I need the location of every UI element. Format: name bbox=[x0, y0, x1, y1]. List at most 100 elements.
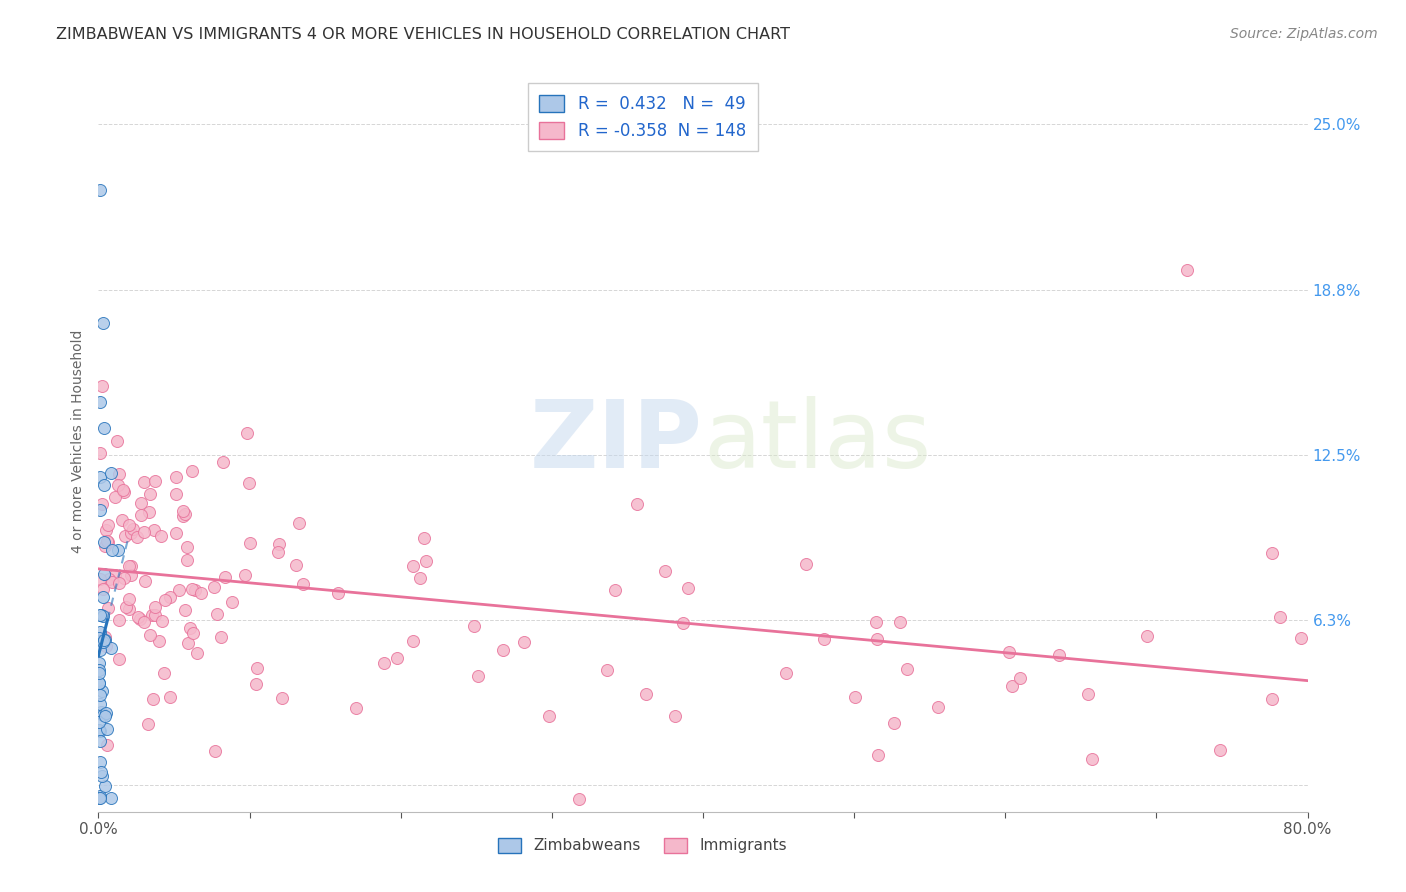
Point bbox=[89, 642, 111, 657]
Point bbox=[537, 709, 560, 723]
Point bbox=[654, 564, 676, 578]
Point bbox=[165, 525, 187, 540]
Point bbox=[97, 601, 120, 615]
Point bbox=[165, 469, 187, 483]
Point bbox=[868, 748, 890, 763]
Point bbox=[284, 558, 307, 572]
Point bbox=[181, 464, 204, 478]
Point bbox=[101, 543, 124, 558]
Point bbox=[118, 602, 141, 616]
Point bbox=[89, 470, 111, 484]
Point bbox=[204, 744, 226, 758]
Point bbox=[402, 559, 425, 574]
Point bbox=[89, 445, 111, 459]
Point bbox=[89, 697, 111, 711]
Point bbox=[415, 554, 437, 568]
Point bbox=[889, 615, 911, 630]
Point bbox=[1080, 752, 1102, 766]
Point bbox=[108, 467, 131, 481]
Point bbox=[127, 609, 149, 624]
Point bbox=[136, 717, 159, 731]
Point bbox=[89, 663, 111, 677]
Point bbox=[93, 421, 115, 435]
Point bbox=[129, 508, 152, 522]
Point bbox=[89, 572, 111, 586]
Point bbox=[90, 705, 112, 719]
Point bbox=[402, 634, 425, 648]
Point bbox=[866, 632, 889, 647]
Point bbox=[1260, 692, 1282, 706]
Point bbox=[205, 607, 228, 622]
Point bbox=[636, 687, 658, 701]
Point bbox=[89, 733, 111, 747]
Text: Source: ZipAtlas.com: Source: ZipAtlas.com bbox=[1230, 27, 1378, 41]
Point bbox=[89, 183, 111, 197]
Point bbox=[129, 496, 152, 510]
Point bbox=[139, 487, 162, 501]
Point bbox=[844, 690, 866, 705]
Point bbox=[112, 570, 135, 584]
Point bbox=[152, 666, 174, 681]
Point bbox=[150, 529, 173, 543]
Point bbox=[596, 663, 619, 677]
Point bbox=[373, 656, 395, 670]
Point bbox=[287, 516, 309, 530]
Point bbox=[89, 633, 111, 648]
Point bbox=[385, 651, 408, 665]
Point bbox=[143, 608, 166, 623]
Point bbox=[672, 615, 695, 630]
Point bbox=[90, 765, 112, 780]
Point bbox=[129, 612, 152, 626]
Point bbox=[927, 700, 949, 714]
Text: ZIP: ZIP bbox=[530, 395, 703, 488]
Point bbox=[1001, 679, 1024, 693]
Point bbox=[141, 608, 163, 623]
Point bbox=[91, 609, 114, 624]
Point bbox=[107, 477, 129, 491]
Point bbox=[513, 635, 536, 649]
Point bbox=[96, 723, 118, 737]
Point bbox=[142, 692, 165, 706]
Point bbox=[143, 475, 166, 489]
Point bbox=[114, 529, 136, 543]
Point bbox=[93, 535, 115, 549]
Point bbox=[796, 557, 818, 571]
Point bbox=[89, 666, 111, 681]
Point bbox=[233, 568, 256, 582]
Point bbox=[90, 607, 112, 622]
Point bbox=[118, 558, 141, 573]
Point bbox=[89, 789, 111, 804]
Point bbox=[104, 490, 127, 504]
Point bbox=[91, 582, 114, 596]
Point bbox=[89, 791, 111, 805]
Point bbox=[139, 628, 162, 642]
Point bbox=[100, 466, 122, 480]
Point bbox=[148, 634, 170, 648]
Point bbox=[101, 574, 124, 589]
Point bbox=[212, 455, 235, 469]
Point bbox=[204, 580, 226, 594]
Point bbox=[134, 475, 156, 489]
Point bbox=[118, 592, 141, 607]
Point bbox=[492, 643, 515, 657]
Point bbox=[97, 517, 120, 532]
Point bbox=[94, 631, 117, 645]
Point bbox=[159, 690, 181, 705]
Point bbox=[153, 593, 176, 607]
Point bbox=[120, 559, 142, 574]
Point bbox=[94, 539, 117, 553]
Point bbox=[89, 791, 111, 805]
Point bbox=[111, 513, 134, 527]
Point bbox=[91, 316, 114, 330]
Point bbox=[97, 534, 120, 549]
Point bbox=[94, 523, 117, 537]
Point bbox=[134, 524, 156, 539]
Point bbox=[221, 595, 243, 609]
Point bbox=[176, 540, 198, 554]
Point bbox=[91, 707, 114, 722]
Point bbox=[865, 615, 887, 629]
Point bbox=[172, 508, 194, 523]
Point bbox=[91, 378, 114, 392]
Legend: Zimbabweans, Immigrants: Zimbabweans, Immigrants bbox=[492, 831, 793, 860]
Point bbox=[89, 624, 111, 639]
